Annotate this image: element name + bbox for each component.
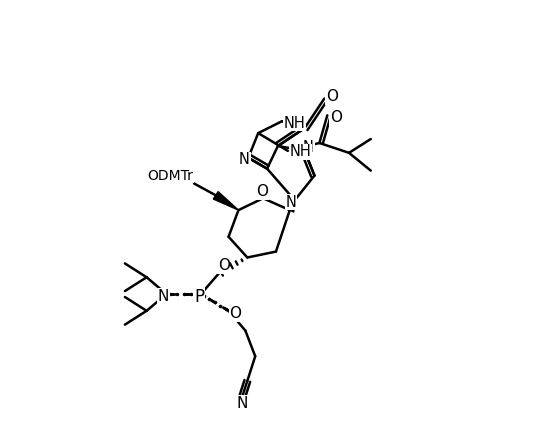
Text: NH: NH — [290, 145, 312, 159]
Text: O: O — [330, 110, 342, 125]
Polygon shape — [213, 191, 239, 210]
Text: O: O — [256, 184, 268, 199]
Text: P: P — [194, 288, 204, 306]
Text: N: N — [236, 396, 247, 411]
Polygon shape — [286, 200, 295, 212]
Text: N: N — [239, 152, 250, 167]
Text: ODMTr: ODMTr — [147, 169, 193, 183]
Text: N: N — [303, 141, 314, 155]
Text: O: O — [326, 89, 338, 104]
Text: NH: NH — [284, 116, 306, 131]
Text: N: N — [158, 289, 169, 304]
Text: O: O — [217, 258, 229, 273]
Text: O: O — [229, 306, 241, 321]
Text: N: N — [286, 195, 296, 210]
